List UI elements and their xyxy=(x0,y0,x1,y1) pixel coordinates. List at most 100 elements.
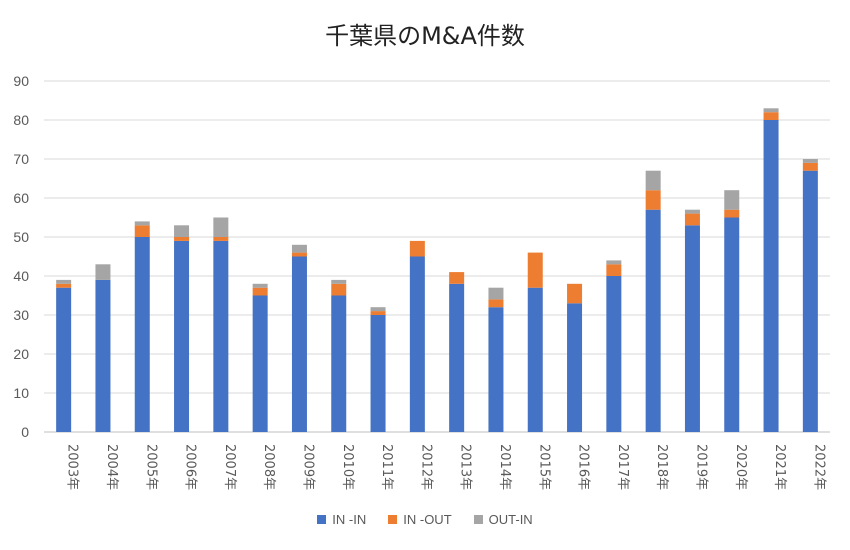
bar-segment-in-out-2007年 xyxy=(213,237,229,241)
y-tick-label: 80 xyxy=(13,112,29,128)
bar-segment-out-in-2005年 xyxy=(134,221,150,226)
bar-segment-out-in-2022年 xyxy=(802,159,818,163)
bar-segment-in-in-2005年 xyxy=(134,237,150,432)
legend-label-in-out: IN -OUT xyxy=(403,512,452,527)
legend-label-out-in: OUT-IN xyxy=(488,512,533,527)
bar-segment-out-in-2009年 xyxy=(291,244,307,253)
legend-item-in-in: IN -IN xyxy=(317,512,366,527)
bar-segment-out-in-2003年 xyxy=(56,279,72,284)
bar-segment-out-in-2018年 xyxy=(645,170,661,191)
y-tick-label: 60 xyxy=(13,190,29,206)
bar-segment-in-out-2003年 xyxy=(56,283,72,288)
bar-segment-in-out-2015年 xyxy=(527,252,543,288)
x-tick-label: 2020年 xyxy=(733,444,748,490)
bar-segment-in-in-2014年 xyxy=(488,307,504,432)
x-tick-label: 2004年 xyxy=(104,444,119,490)
bar-segment-in-out-2011年 xyxy=(370,311,386,315)
gridlines xyxy=(44,80,830,433)
y-tick-label: 70 xyxy=(13,151,29,167)
y-tick-label: 20 xyxy=(13,346,29,362)
bar-segment-in-out-2018年 xyxy=(645,190,661,210)
bar-segment-out-in-2011年 xyxy=(370,307,386,312)
bar-segment-out-in-2014年 xyxy=(488,287,504,300)
x-tick-label: 2015年 xyxy=(536,444,551,490)
bar-segment-in-out-2020年 xyxy=(724,209,740,218)
bar-segment-in-in-2022年 xyxy=(802,170,818,432)
x-tick-label: 2011年 xyxy=(379,444,394,490)
x-tick-label: 2005年 xyxy=(143,444,158,490)
chart-title: 千葉県のM&A件数 xyxy=(325,22,525,50)
y-tick-label: 0 xyxy=(21,424,29,440)
bar-segment-out-in-2021年 xyxy=(763,108,779,113)
x-tick-label: 2008年 xyxy=(261,444,276,490)
bar-segment-in-out-2013年 xyxy=(449,272,465,284)
bar-segment-in-in-2016年 xyxy=(567,303,583,432)
bar-segment-in-out-2005年 xyxy=(134,225,150,237)
x-tick-label: 2012年 xyxy=(418,444,433,490)
legend: IN -IN IN -OUT OUT-IN xyxy=(0,512,850,527)
y-tick-label: 40 xyxy=(13,268,29,284)
bar-segment-out-in-2008年 xyxy=(252,283,268,288)
x-tick-label: 2007年 xyxy=(222,444,237,490)
bar-segment-in-out-2016年 xyxy=(567,283,583,304)
bar-segment-in-in-2021年 xyxy=(763,120,779,432)
bar-segment-in-out-2009年 xyxy=(291,252,307,257)
y-tick-label: 30 xyxy=(13,307,29,323)
x-tick-label: 2022年 xyxy=(811,444,826,490)
y-tick-label: 10 xyxy=(13,385,29,401)
bar-segment-in-in-2017年 xyxy=(606,276,622,432)
bar-segment-in-out-2010年 xyxy=(331,283,347,296)
bar-segment-in-out-2012年 xyxy=(409,240,425,257)
x-tick-label: 2009年 xyxy=(300,444,315,490)
legend-item-out-in: OUT-IN xyxy=(473,512,533,527)
x-tick-label: 2006年 xyxy=(183,444,198,490)
legend-swatch-in-out xyxy=(388,515,398,524)
bar-segment-in-in-2010年 xyxy=(331,295,347,432)
bar-segment-out-in-2020年 xyxy=(724,190,740,210)
bar-segment-in-in-2004年 xyxy=(95,279,111,432)
bars xyxy=(56,108,818,432)
bar-segment-in-in-2008年 xyxy=(252,295,268,432)
bar-segment-in-in-2018年 xyxy=(645,209,661,432)
x-tick-label: 2016年 xyxy=(576,444,591,490)
bar-segment-in-in-2012年 xyxy=(409,256,425,432)
legend-swatch-in-in xyxy=(317,515,327,524)
bar-segment-in-out-2019年 xyxy=(684,213,700,226)
bar-segment-in-in-2015年 xyxy=(527,287,543,432)
bar-segment-in-out-2014年 xyxy=(488,299,504,308)
bar-segment-out-in-2007年 xyxy=(213,217,229,237)
bar-segment-in-out-2008年 xyxy=(252,287,268,296)
x-tick-label: 2003年 xyxy=(65,444,80,490)
legend-swatch-out-in xyxy=(473,515,483,524)
bar-segment-in-in-2019年 xyxy=(684,225,700,432)
bar-segment-in-out-2021年 xyxy=(763,112,779,120)
x-axis-ticks: 2003年 2004年 2005年 2006年 2007年 2008年 2009年 2010年… xyxy=(65,444,827,490)
legend-item-in-out: IN -OUT xyxy=(388,512,452,527)
x-tick-label: 2014年 xyxy=(497,444,512,490)
bar-segment-in-in-2011年 xyxy=(370,315,386,432)
bar-segment-in-in-2003年 xyxy=(56,287,72,432)
bar-segment-in-in-2009年 xyxy=(291,256,307,432)
bar-segment-in-in-2020年 xyxy=(724,217,740,432)
y-tick-label: 50 xyxy=(13,229,29,245)
bar-segment-out-in-2019年 xyxy=(684,209,700,214)
legend-label-in-in: IN -IN xyxy=(332,512,367,527)
bar-segment-in-out-2022年 xyxy=(802,162,818,171)
bar-segment-in-out-2017年 xyxy=(606,264,622,276)
y-tick-label: 90 xyxy=(13,73,29,89)
bar-segment-out-in-2017年 xyxy=(606,260,622,265)
x-tick-label: 2019年 xyxy=(693,444,708,490)
bar-segment-in-out-2006年 xyxy=(174,237,190,241)
bar-segment-in-in-2006年 xyxy=(174,240,190,432)
x-tick-label: 2018年 xyxy=(654,444,669,490)
x-tick-label: 2017年 xyxy=(615,444,630,490)
bar-segment-in-in-2007年 xyxy=(213,240,229,432)
bar-segment-out-in-2006年 xyxy=(174,225,190,237)
bar-segment-out-in-2004年 xyxy=(95,264,111,280)
bar-segment-out-in-2010年 xyxy=(331,279,347,284)
x-tick-label: 2021年 xyxy=(772,444,787,490)
bar-segment-in-in-2013年 xyxy=(449,283,465,432)
x-tick-label: 2010年 xyxy=(340,444,355,490)
x-tick-label: 2013年 xyxy=(458,444,473,490)
